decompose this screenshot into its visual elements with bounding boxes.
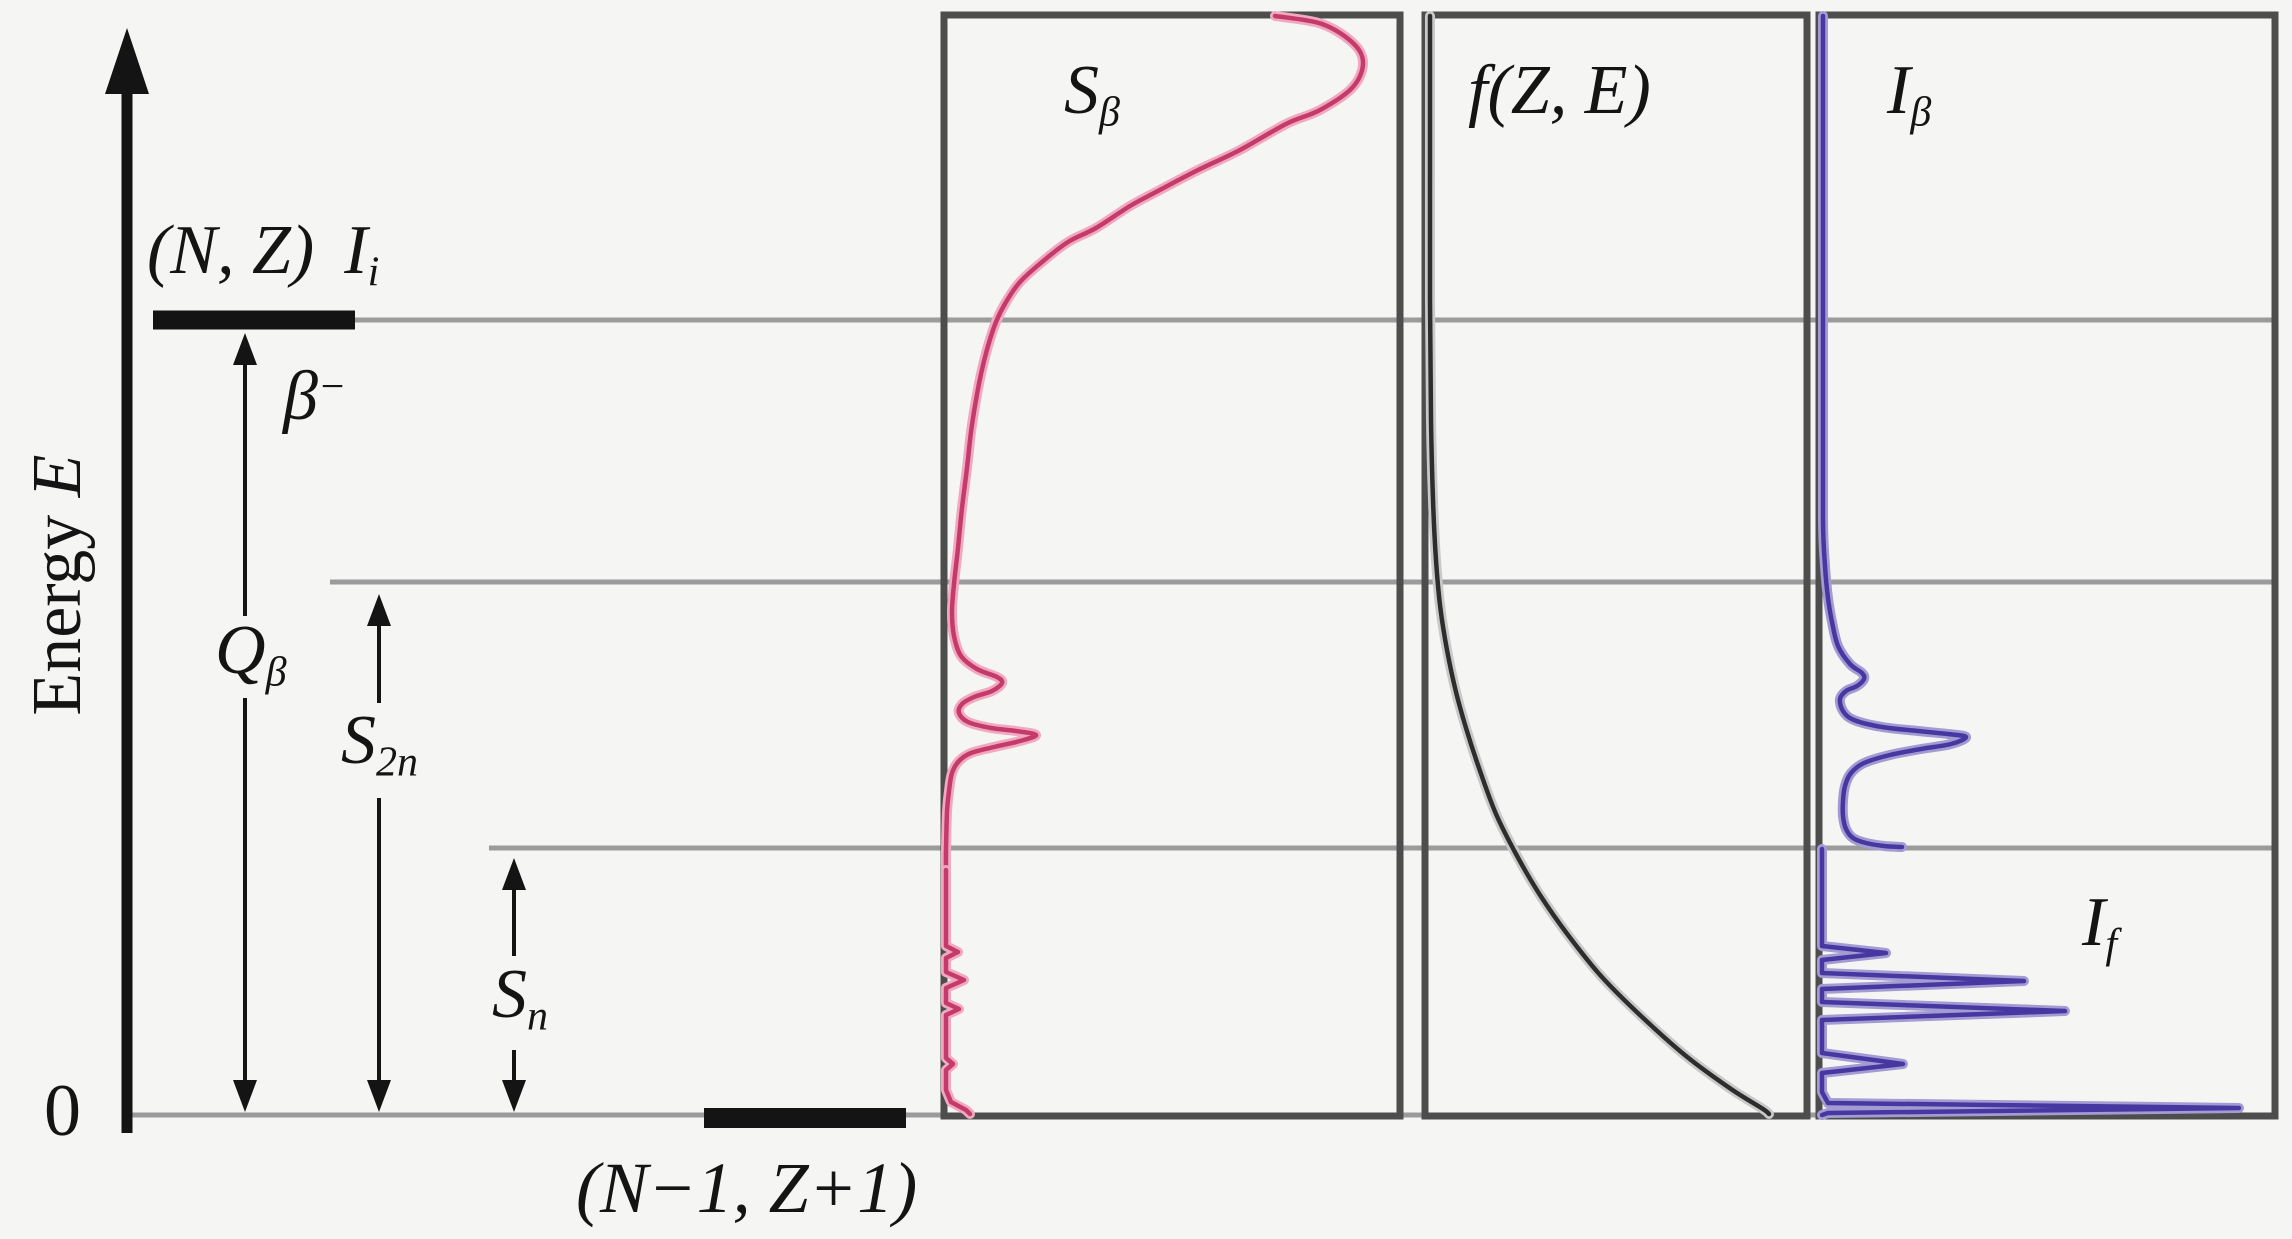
sn-sub: n <box>527 993 548 1040</box>
parent-level-bar <box>153 310 355 330</box>
energy-axis-label-var: E <box>19 454 96 498</box>
fze-panel-border <box>1421 11 1811 1120</box>
sbeta-panel-border <box>940 11 1404 1120</box>
qbeta-arrowhead-down <box>233 1080 257 1112</box>
sbeta-panel-label: Sβ <box>1064 56 1120 134</box>
grid-lines <box>131 317 2272 1118</box>
s2n-arrowhead-down <box>367 1080 391 1112</box>
ibeta-label-base: I <box>1887 52 1911 129</box>
s2n-arrow <box>367 594 391 1112</box>
energy-axis-label-space <box>19 497 96 515</box>
sbeta-label-base: S <box>1064 52 1099 129</box>
ibeta-label-sub: β <box>1910 89 1932 136</box>
qbeta-sub: β <box>265 649 287 696</box>
sn-arrow <box>502 858 526 1112</box>
s2n-arrowhead-up <box>367 594 391 626</box>
qbeta-arrow <box>233 333 257 1112</box>
sbeta-curve <box>940 11 1369 1119</box>
qbeta-arrowhead-up <box>233 333 257 365</box>
parent-nz-text: (N, Z) <box>147 212 315 289</box>
parent-level-label: (N, Z) Ii <box>147 216 379 294</box>
energy-axis-label: Energy E <box>19 454 96 715</box>
sn-arrowhead-down <box>502 1080 526 1112</box>
if-label-sub: f <box>2105 921 2117 968</box>
origin-zero-label: 0 <box>44 1070 81 1152</box>
sbeta-curve-halo-1 <box>941 865 975 1119</box>
s2n-label: S2n <box>341 706 418 784</box>
ibeta-curve-core-1 <box>1819 846 2242 1118</box>
if-label-base: I <box>2082 884 2106 961</box>
ibeta-curve-halo-0 <box>1817 11 1971 852</box>
beta-minus-sup: − <box>317 364 347 411</box>
beta-minus-label: β− <box>283 362 346 432</box>
fze-curve-halo-0 <box>1424 11 1774 1119</box>
sn-arrowhead-up <box>502 858 526 890</box>
ibeta-curve-core-0 <box>1820 13 1969 850</box>
energy-axis-label-text: Energy <box>19 514 96 716</box>
s2n-base: S <box>341 702 376 779</box>
s2n-sub: 2n <box>376 739 418 786</box>
qbeta-label: Qβ <box>215 616 286 694</box>
fze-panel-label: f(Z, E) <box>1468 52 1651 129</box>
ibeta-panel-border <box>1815 11 2279 1120</box>
sn-label: Sn <box>492 960 548 1038</box>
if-label: If <box>2082 888 2117 966</box>
sbeta-label-sub: β <box>1099 89 1120 136</box>
fze-curve-core-0 <box>1427 13 1772 1117</box>
parent-spin-sub: i <box>367 249 380 296</box>
daughter-level-bar <box>704 1108 906 1128</box>
parent-spin-label: Ii <box>344 216 379 294</box>
fze-curve <box>1424 11 1774 1119</box>
sbeta-curve-core-1 <box>943 867 973 1117</box>
parent-spin-base: I <box>344 212 368 289</box>
daughter-level-label: (N−1, Z+1) <box>576 1148 918 1228</box>
sbeta-curve-core-0 <box>943 13 1366 873</box>
ibeta-curve <box>1817 11 2244 1120</box>
ibeta-panel-label: Iβ <box>1887 56 1931 134</box>
ibeta-curve-halo-1 <box>1817 844 2244 1120</box>
qbeta-base: Q <box>215 612 266 689</box>
beta-minus-base: β <box>283 358 318 435</box>
sn-base: S <box>492 956 527 1033</box>
energy-axis-arrowhead <box>105 28 149 94</box>
